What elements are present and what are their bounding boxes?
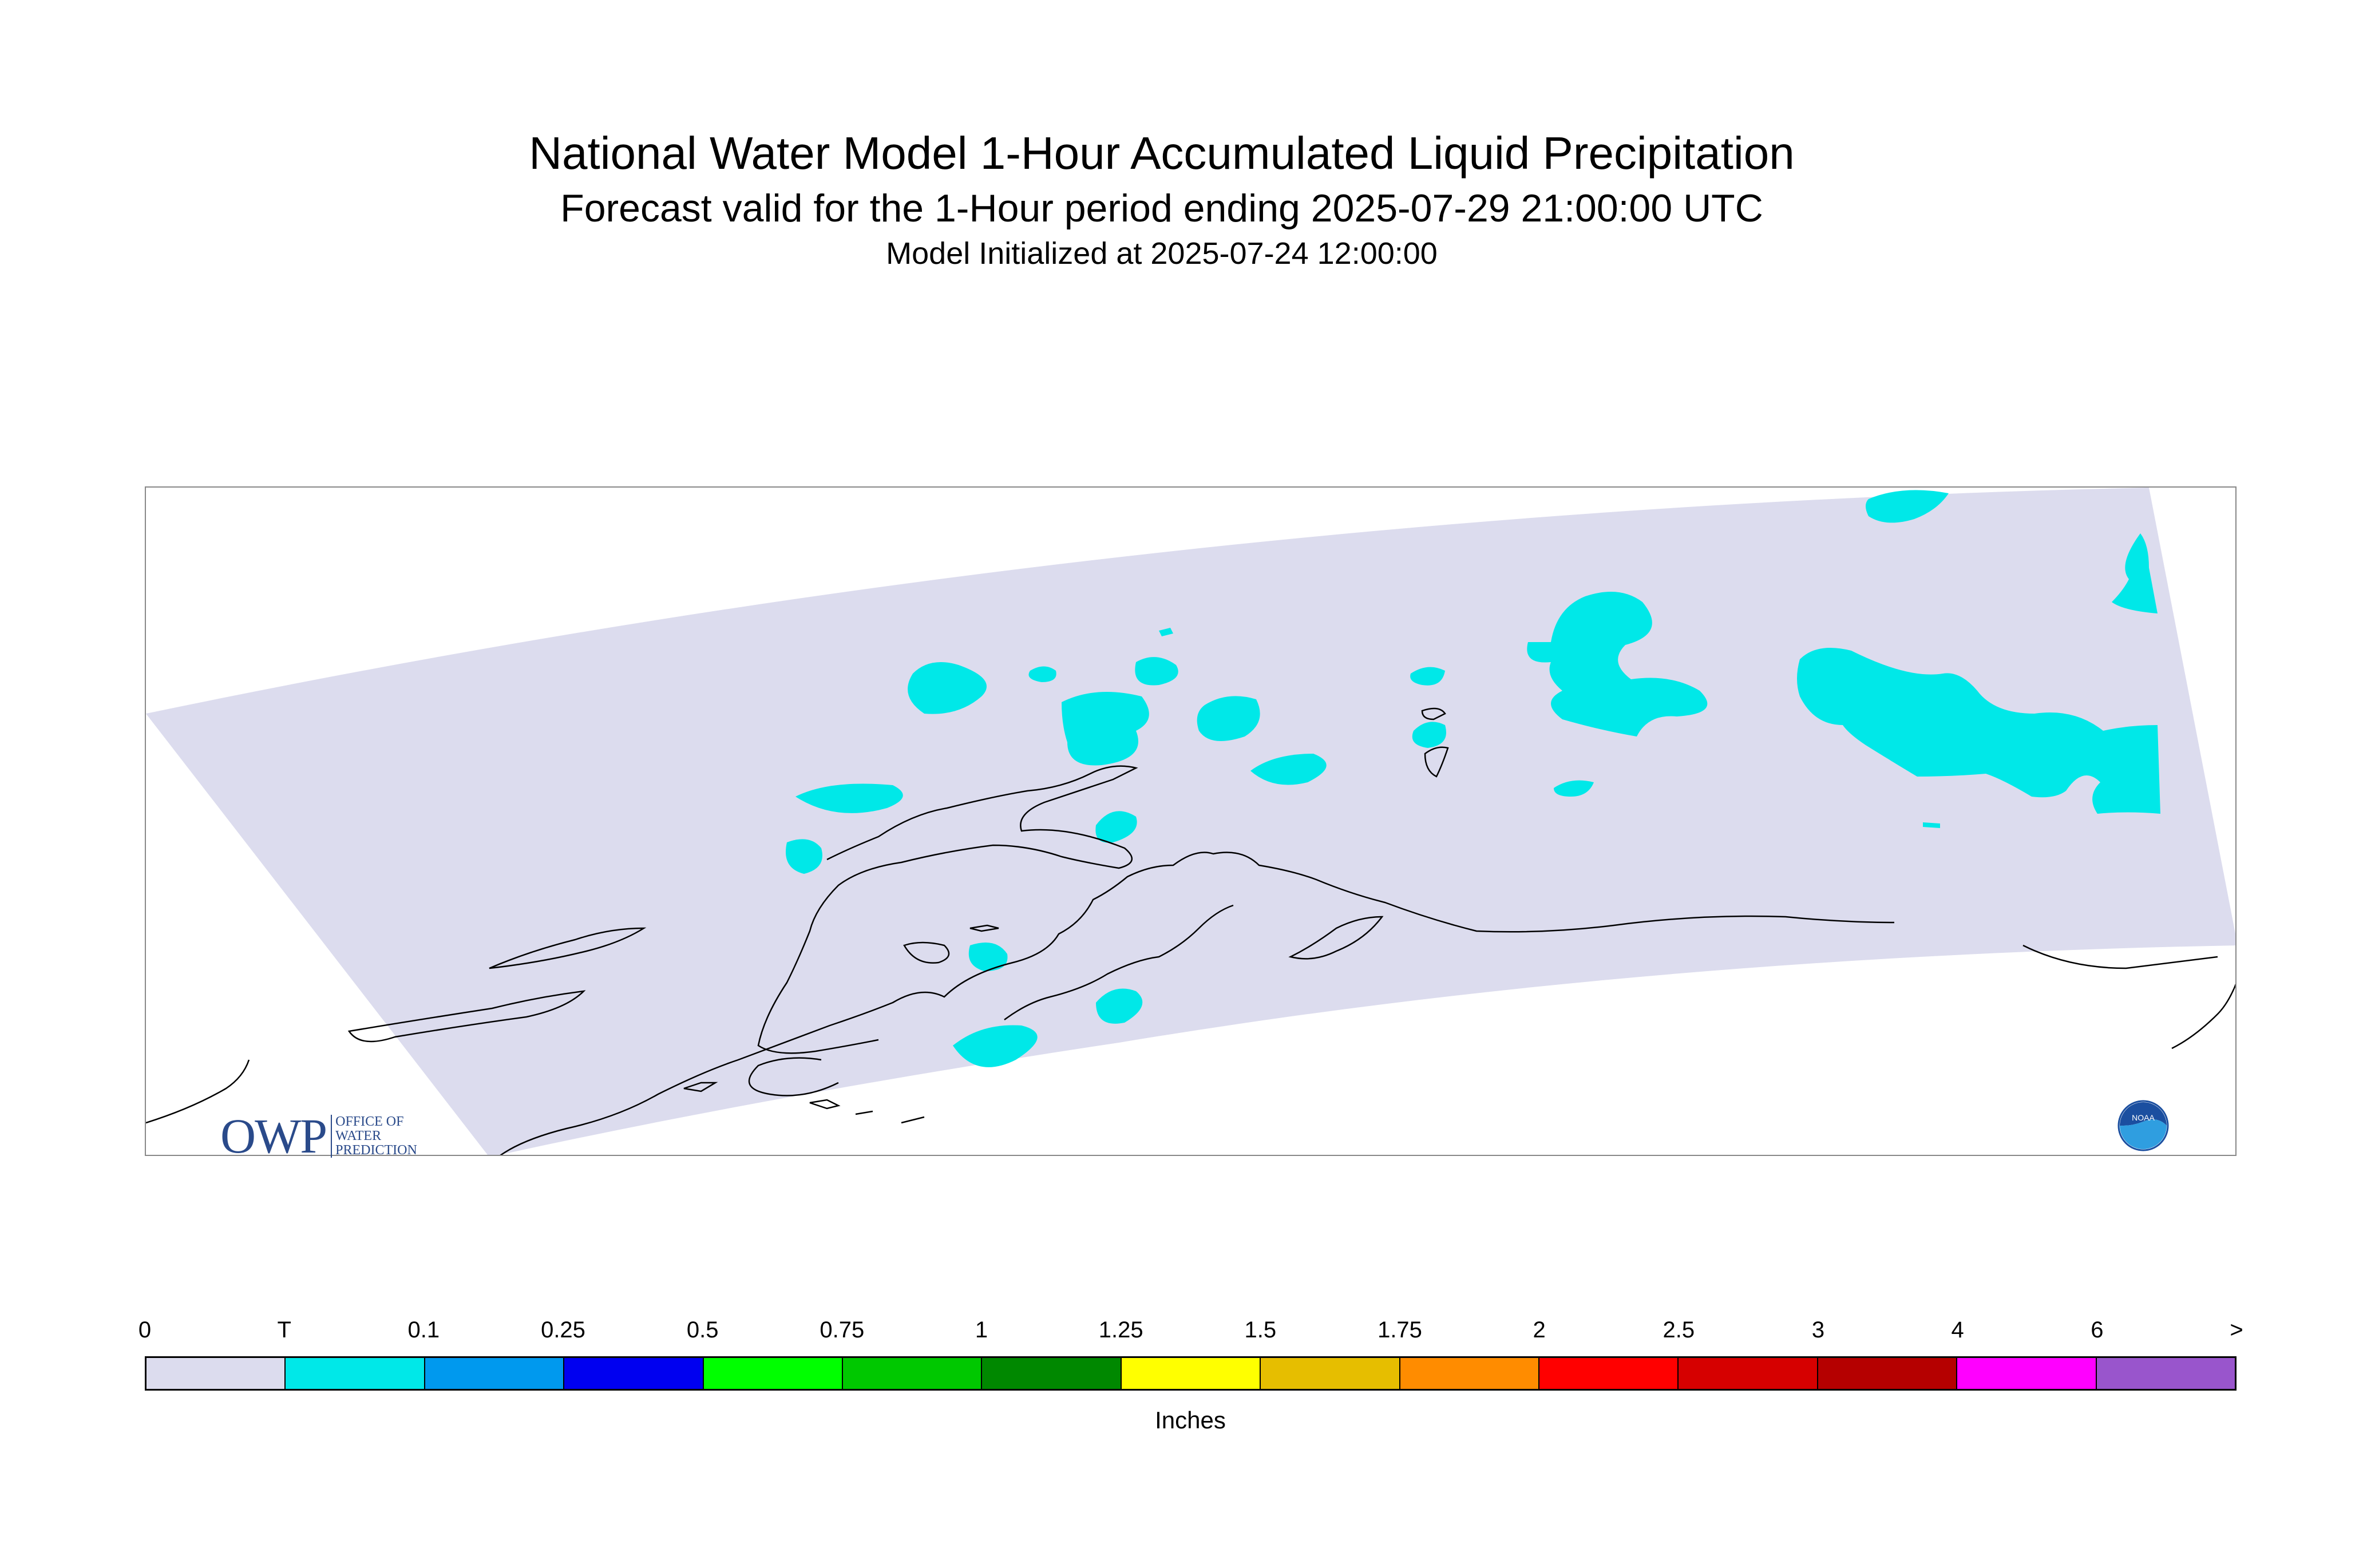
precip-area — [1096, 988, 1143, 1024]
legend-tick-label: 0.5 — [686, 1317, 719, 1343]
legend-swatch — [147, 1358, 286, 1389]
legend-swatch — [703, 1358, 844, 1389]
owp-logo-line: PREDICTION — [335, 1142, 417, 1158]
legend-swatch — [1957, 1358, 2097, 1389]
legend-tick-label: 0.25 — [541, 1317, 585, 1343]
legend-tick-label: 1.5 — [1244, 1317, 1277, 1343]
legend-swatch — [286, 1358, 425, 1389]
legend-swatch — [1539, 1358, 1679, 1389]
legend-swatch — [982, 1358, 1122, 1389]
precip-area — [908, 662, 987, 714]
precip-area — [968, 943, 1008, 971]
island-aleutian-chain — [809, 1099, 925, 1124]
precip-area — [1412, 722, 1446, 748]
island-wrangel — [1424, 746, 1449, 778]
precip-area — [1866, 490, 1949, 523]
legend-tick-label: 0.75 — [820, 1317, 865, 1343]
coast-kodiak — [1288, 916, 1384, 960]
legend-tick-label: 1 — [975, 1317, 988, 1343]
model-domain — [146, 488, 2235, 1155]
map-title: National Water Model 1-Hour Accumulated … — [529, 128, 1795, 179]
coastline — [146, 707, 2235, 1155]
precip-area — [1062, 692, 1149, 766]
legend-tick-label: T — [277, 1317, 291, 1343]
legend-swatch — [1261, 1358, 1400, 1389]
owp-logo: OWP OFFICE OF WATER PREDICTION — [220, 1107, 417, 1165]
island-st-lawrence — [489, 927, 647, 969]
owp-logo-line: WATER — [335, 1128, 382, 1143]
island-bering — [1421, 707, 1446, 720]
legend-colorbar — [145, 1356, 2237, 1391]
precip-area — [1554, 780, 1594, 797]
legend-tick-label: 2 — [1533, 1317, 1546, 1343]
precip-area — [1797, 648, 2160, 814]
legend-tick-label: 0 — [138, 1317, 152, 1343]
precip-area — [1923, 822, 1940, 828]
legend-tick-label: 1.75 — [1378, 1317, 1422, 1343]
coast-chukotka-west — [146, 1059, 250, 1124]
island-pribilof — [969, 924, 999, 932]
legend-tick-label: 6 — [2091, 1317, 2104, 1343]
precip-area — [1410, 667, 1445, 686]
legend-units: Inches — [1155, 1407, 1226, 1434]
precip-area — [1028, 666, 1056, 682]
precip-areas — [786, 490, 2160, 1067]
noaa-logo-text: NOAA — [2132, 1113, 2155, 1122]
precip-area — [1095, 811, 1137, 843]
owp-logo-letters: OWP — [220, 1108, 327, 1163]
precip-area — [1527, 592, 1708, 737]
island-nunivak — [903, 941, 950, 964]
coast-bristol-bay — [748, 1057, 839, 1096]
legend-tick-label: 3 — [1811, 1317, 1825, 1343]
precip-area — [1197, 696, 1260, 741]
precip-area — [1135, 657, 1178, 686]
owp-logo-subtitle: OFFICE OF WATER PREDICTION — [331, 1114, 417, 1158]
precip-area — [953, 1025, 1038, 1067]
precip-area — [2112, 533, 2158, 613]
legend-tick-label: > — [2230, 1317, 2243, 1343]
map-canvas — [146, 488, 2235, 1155]
coast-western-shore — [757, 765, 1138, 1054]
forecast-subtitle: Forecast valid for the 1-Hour period end… — [560, 187, 1763, 230]
legend-tick-labels: 0 T 0.1 0.25 0.5 0.75 1 1.25 1.5 1.75 2 2.5 3 4 6 > — [0, 1317, 2375, 1352]
precip-area — [1250, 754, 1327, 785]
precip-area — [786, 839, 822, 874]
legend-tick-label: 2.5 — [1662, 1317, 1695, 1343]
legend-tick-label: 0.1 — [407, 1317, 440, 1343]
coast-mainland — [500, 852, 1895, 1155]
map-panel — [145, 486, 2237, 1156]
precip-area — [1159, 628, 1173, 636]
legend-swatch — [425, 1358, 565, 1389]
legend-swatch — [1818, 1358, 1958, 1389]
coast-peninsula — [1004, 904, 1234, 1021]
legend-swatch — [1121, 1358, 1261, 1389]
coast-chukotka — [347, 990, 586, 1043]
init-time-subtitle: Model Initialized at 2025-07-24 12:00:00 — [886, 236, 1438, 271]
owp-logo-line: OFFICE OF — [335, 1114, 404, 1129]
legend-tick-label: 4 — [1951, 1317, 1964, 1343]
legend-swatch — [843, 1358, 983, 1389]
legend-swatch — [2096, 1358, 2235, 1389]
island-st-matthew — [683, 1082, 718, 1092]
precip-area — [795, 783, 903, 813]
legend-swatch — [564, 1358, 704, 1389]
legend-tick-label: 1.25 — [1098, 1317, 1143, 1343]
noaa-logo: NOAA — [2117, 1100, 2169, 1151]
legend-swatch — [1400, 1358, 1540, 1389]
coast-canada — [2022, 944, 2235, 1050]
legend-swatch — [1679, 1358, 1818, 1389]
